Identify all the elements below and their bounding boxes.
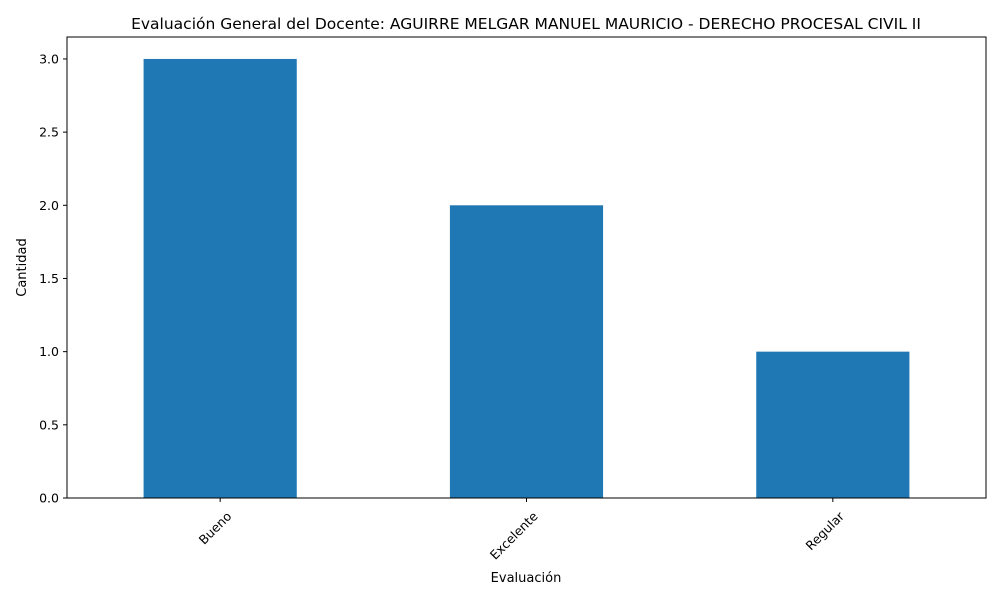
bar-regular — [756, 351, 910, 498]
x-tick-label-excelente: Excelente — [487, 508, 541, 562]
x-axis-label: Evaluación — [491, 571, 562, 586]
x-tick-label-regular: Regular — [803, 508, 848, 553]
x-axis: Bueno Excelente Regular — [196, 498, 848, 563]
y-tick-label: 1.0 — [39, 344, 59, 359]
y-tick-label: 2.5 — [39, 125, 59, 140]
y-tick-label: 3.0 — [39, 51, 59, 66]
y-tick-label: 0.0 — [39, 491, 59, 506]
y-axis: 0.0 0.5 1.0 1.5 2.0 2.5 3.0 — [39, 51, 67, 506]
plot-frame — [66, 36, 987, 499]
bar-bueno — [143, 58, 297, 498]
bars-group — [143, 58, 910, 499]
y-tick-label: 2.0 — [39, 198, 59, 213]
y-axis-label: Cantidad — [15, 238, 30, 296]
x-tick-label-bueno: Bueno — [196, 509, 235, 548]
y-tick-label: 1.5 — [39, 271, 59, 286]
y-tick-label: 0.5 — [39, 417, 59, 432]
bar-excelente — [449, 205, 604, 499]
chart-title: Evaluación General del Docente: AGUIRRE … — [131, 15, 921, 33]
